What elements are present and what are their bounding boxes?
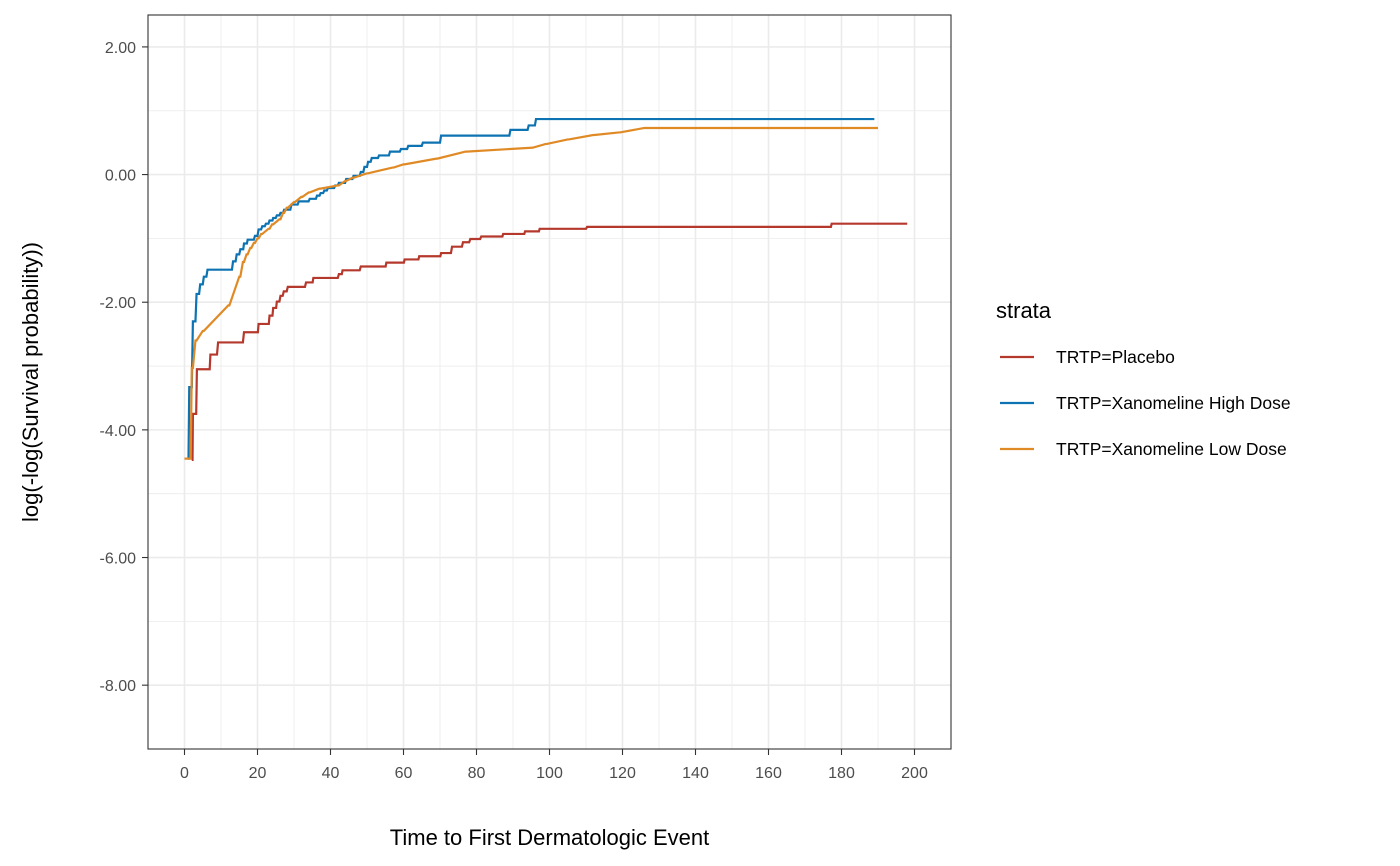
x-tick-label: 100 xyxy=(536,765,563,782)
x-tick-label: 200 xyxy=(901,765,928,782)
series-line-1 xyxy=(191,222,908,461)
x-tick-label: 40 xyxy=(322,765,340,782)
series-line-2 xyxy=(187,117,875,460)
legend-items: TRTP=Placebo TRTP=Xanomeline High Dose TRT… xyxy=(1000,347,1291,459)
x-axis: 0 20 40 60 80 100 120 140 160 180 200 xyxy=(180,749,928,782)
x-tick-label: 120 xyxy=(609,765,636,782)
x-tick-label: 20 xyxy=(249,765,267,782)
legend-title: strata xyxy=(996,298,1052,323)
series-layer xyxy=(184,117,908,461)
y-tick-label: -4.00 xyxy=(100,423,137,440)
y-tick-label: 0.00 xyxy=(105,168,136,185)
y-tick-label: -2.00 xyxy=(100,295,137,312)
legend-label: TRTP=Xanomeline High Dose xyxy=(1056,393,1291,413)
y-axis: 2.00 0.00 -2.00 -4.00 -6.00 -8.00 xyxy=(100,40,148,695)
x-tick-label: 60 xyxy=(395,765,413,782)
legend-label: TRTP=Xanomeline Low Dose xyxy=(1056,439,1287,459)
legend: strata TRTP=Placebo TRTP=Xanomeline High … xyxy=(996,298,1291,459)
x-tick-label: 0 xyxy=(180,765,189,782)
x-axis-title: Time to First Dermatologic Event xyxy=(390,825,710,850)
major-grid xyxy=(148,15,951,749)
plot-panel xyxy=(147,14,952,750)
y-tick-label: 2.00 xyxy=(105,40,136,57)
series-line-3 xyxy=(184,126,878,460)
x-tick-label: 80 xyxy=(468,765,486,782)
y-tick-label: -8.00 xyxy=(100,678,137,695)
y-axis-title: log(-log(Survival probability)) xyxy=(18,242,43,522)
x-tick-label: 160 xyxy=(755,765,782,782)
legend-label: TRTP=Placebo xyxy=(1056,347,1175,367)
y-tick-label: -6.00 xyxy=(100,551,137,568)
x-tick-label: 180 xyxy=(828,765,855,782)
x-tick-label: 140 xyxy=(682,765,709,782)
